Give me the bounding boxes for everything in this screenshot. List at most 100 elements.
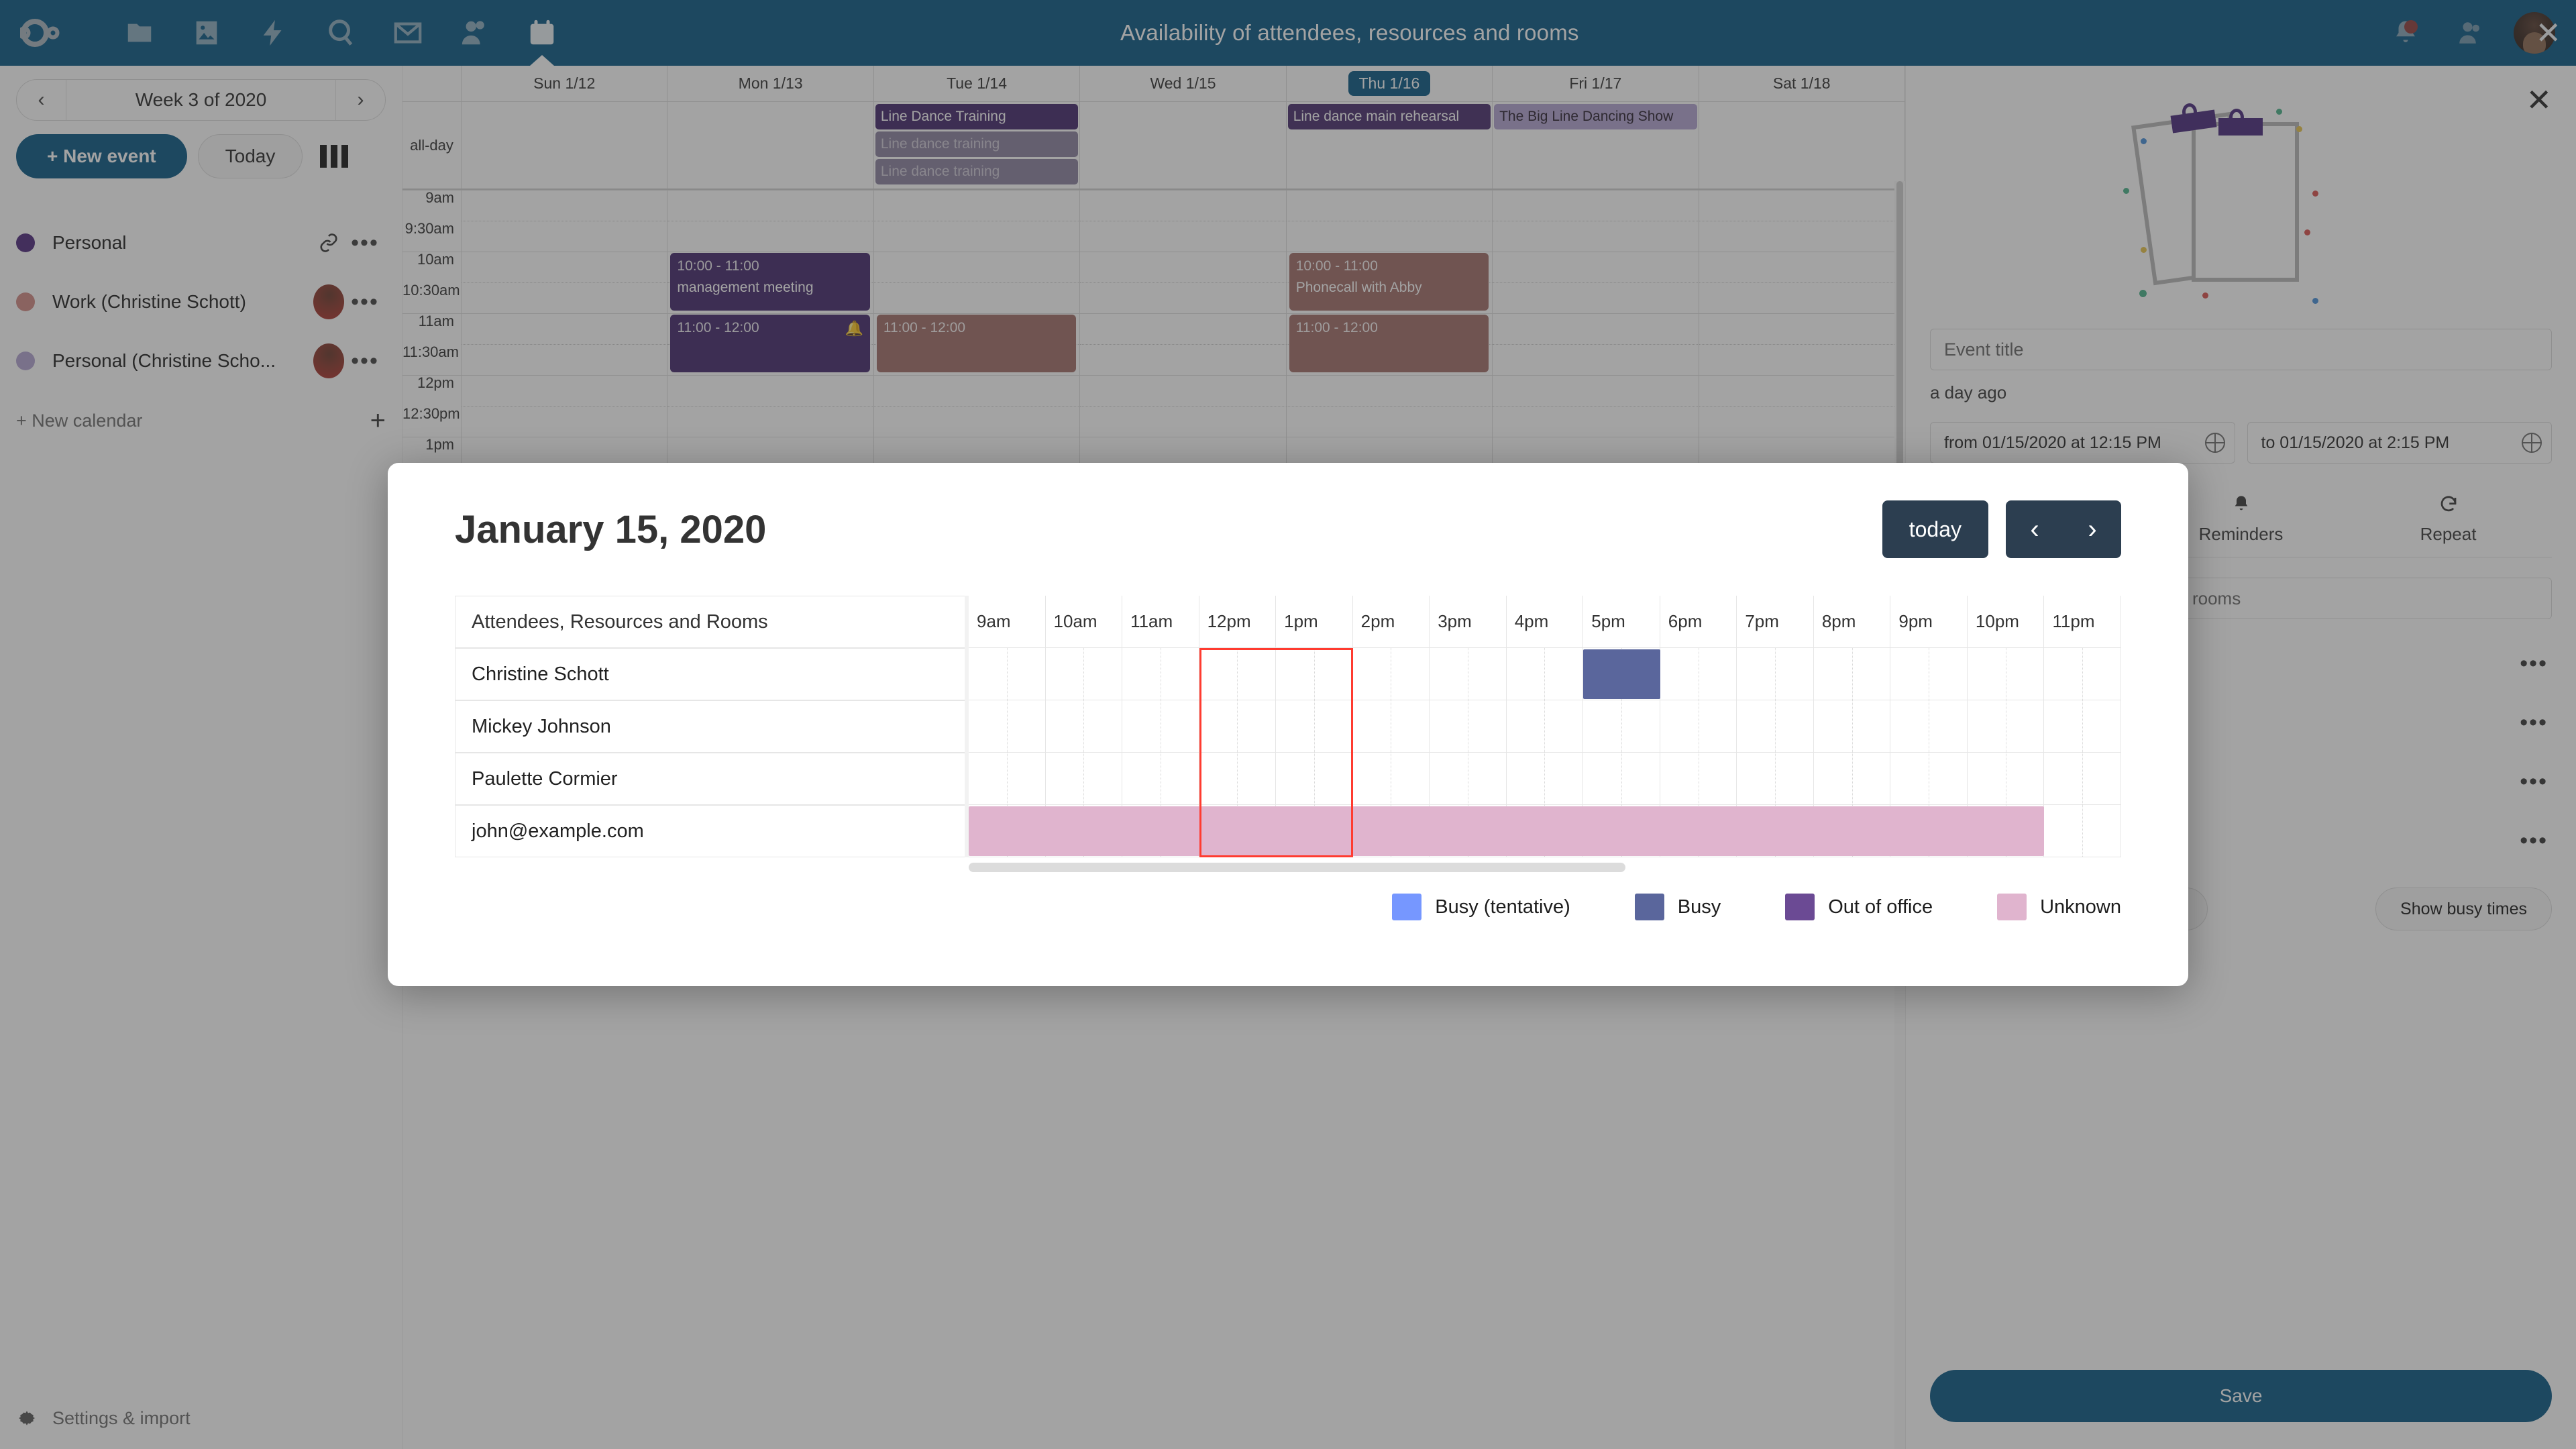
- freebusy-cell[interactable]: [1276, 648, 1353, 700]
- time-slot-cell[interactable]: [1493, 313, 1699, 344]
- time-slot-cell[interactable]: [462, 375, 668, 406]
- time-slot-cell[interactable]: [462, 221, 668, 252]
- calendar-item-personal[interactable]: Personal •••: [0, 213, 402, 272]
- view-columns-icon[interactable]: [320, 145, 349, 168]
- time-slot-cell[interactable]: [462, 190, 668, 221]
- freebusy-cell[interactable]: [1660, 700, 1737, 753]
- time-slot-cell[interactable]: [462, 282, 668, 313]
- calendar-menu-button[interactable]: •••: [351, 288, 379, 315]
- attendee-menu-button[interactable]: •••: [2520, 827, 2548, 853]
- freebusy-cell[interactable]: [1045, 648, 1123, 700]
- globe-icon[interactable]: [2204, 433, 2225, 453]
- all-day-col-mon[interactable]: [667, 102, 874, 189]
- calendar-item-personal-shared[interactable]: Personal (Christine Scho... •••: [0, 331, 402, 390]
- modal-prev-day-button[interactable]: ‹: [2030, 515, 2039, 544]
- freebusy-cell[interactable]: [1506, 648, 1584, 700]
- time-slot-cell[interactable]: [1493, 406, 1699, 437]
- today-button[interactable]: Today: [197, 134, 303, 178]
- time-slot-cell[interactable]: [1493, 282, 1699, 313]
- freebusy-cell[interactable]: [1737, 700, 1814, 753]
- contacts-menu-icon[interactable]: [2438, 0, 2502, 66]
- time-slot-cell[interactable]: [667, 252, 874, 282]
- all-day-col-sun[interactable]: [462, 102, 668, 189]
- time-slot-cell[interactable]: [667, 437, 874, 468]
- freebusy-cell[interactable]: [1430, 700, 1507, 753]
- all-day-col-tue[interactable]: Line Dance Training Line dance training …: [874, 102, 1081, 189]
- freebusy-cell[interactable]: [1430, 648, 1507, 700]
- time-slot-cell[interactable]: [1493, 252, 1699, 282]
- previous-week-button[interactable]: ‹: [17, 80, 66, 120]
- show-busy-times-button[interactable]: Show busy times: [2375, 888, 2552, 930]
- freebusy-cell[interactable]: [1890, 700, 1968, 753]
- time-slot-cell[interactable]: [462, 252, 668, 282]
- all-day-event[interactable]: The Big Line Dancing Show: [1494, 104, 1697, 129]
- freebusy-cell[interactable]: [1660, 753, 1737, 805]
- freebusy-cell[interactable]: [1813, 700, 1891, 753]
- freebusy-cell[interactable]: [1276, 700, 1353, 753]
- day-header-sun[interactable]: Sun 1/12: [462, 66, 668, 101]
- tab-repeat[interactable]: Repeat: [2345, 494, 2552, 557]
- time-slot-cell[interactable]: [1080, 252, 1287, 282]
- freebusy-cell[interactable]: [1352, 700, 1430, 753]
- time-slot-cell[interactable]: [1286, 437, 1493, 468]
- new-calendar-row[interactable]: + New calendar +: [0, 394, 402, 447]
- freebusy-cell[interactable]: [1352, 648, 1430, 700]
- freebusy-track[interactable]: [969, 648, 2121, 700]
- all-day-col-thu[interactable]: Line dance main rehearsal: [1287, 102, 1493, 189]
- time-slot-cell[interactable]: [873, 437, 1081, 468]
- freebusy-cell[interactable]: [1430, 753, 1507, 805]
- calendar-menu-button[interactable]: •••: [351, 229, 379, 256]
- freebusy-cell[interactable]: [1890, 648, 1968, 700]
- time-slot-cell[interactable]: [873, 221, 1081, 252]
- time-slot-cell[interactable]: [462, 437, 668, 468]
- event-start-date-input[interactable]: from 01/15/2020 at 12:15 PM: [1930, 422, 2235, 464]
- freebusy-cell[interactable]: [1199, 648, 1277, 700]
- freebusy-cell[interactable]: [969, 700, 1046, 753]
- time-slot-cell[interactable]: [1286, 221, 1493, 252]
- all-day-event[interactable]: Line Dance Training: [875, 104, 1079, 129]
- time-slot-cell[interactable]: [667, 190, 874, 221]
- time-slot-cell[interactable]: [1493, 375, 1699, 406]
- freebusy-cell[interactable]: [1660, 648, 1737, 700]
- all-day-col-fri[interactable]: The Big Line Dancing Show: [1493, 102, 1699, 189]
- day-header-mon[interactable]: Mon 1/13: [667, 66, 874, 101]
- freebusy-cell[interactable]: [1122, 700, 1199, 753]
- freebusy-cell[interactable]: [1813, 753, 1891, 805]
- next-week-button[interactable]: ›: [335, 80, 385, 120]
- notifications-bell-icon[interactable]: [2373, 0, 2438, 66]
- user-avatar[interactable]: ✕: [2502, 0, 2567, 66]
- time-slot-cell[interactable]: [1286, 190, 1493, 221]
- modal-today-button[interactable]: today: [1882, 500, 1988, 558]
- freebusy-cell[interactable]: [1890, 753, 1968, 805]
- attendee-menu-button[interactable]: •••: [2520, 709, 2548, 735]
- all-day-col-wed[interactable]: [1080, 102, 1287, 189]
- attendee-row[interactable]: •••: [1930, 693, 2552, 752]
- search-icon[interactable]: [307, 0, 374, 66]
- day-header-wed[interactable]: Wed 1/15: [1080, 66, 1287, 101]
- freebusy-cell[interactable]: [1352, 753, 1430, 805]
- time-slot-cell[interactable]: [462, 344, 668, 375]
- freebusy-cell[interactable]: [1122, 753, 1199, 805]
- contacts-icon[interactable]: [441, 0, 508, 66]
- new-event-button[interactable]: + New event: [16, 134, 187, 178]
- time-slot-cell[interactable]: [1080, 282, 1287, 313]
- files-icon[interactable]: [106, 0, 173, 66]
- freebusy-cell[interactable]: [2044, 805, 2121, 857]
- time-slot-cell[interactable]: [1080, 375, 1287, 406]
- time-slot-cell[interactable]: [1493, 344, 1699, 375]
- all-day-event[interactable]: Line dance training: [875, 131, 1079, 157]
- time-slot-cell[interactable]: [873, 252, 1081, 282]
- time-slot-cell[interactable]: [667, 375, 874, 406]
- day-header-tue[interactable]: Tue 1/14: [874, 66, 1081, 101]
- day-header-sat[interactable]: Sat 1/18: [1699, 66, 1905, 101]
- calendar-icon[interactable]: [508, 0, 576, 66]
- save-button[interactable]: Save: [1930, 1370, 2552, 1422]
- settings-import-link[interactable]: Settings & import: [0, 1407, 402, 1429]
- modal-horizontal-scrollbar[interactable]: [969, 863, 2121, 872]
- freebusy-cell[interactable]: [969, 648, 1046, 700]
- time-slot-cell[interactable]: [873, 313, 1081, 344]
- all-day-event[interactable]: Line dance training: [875, 159, 1079, 184]
- freebusy-cell[interactable]: [2044, 700, 2121, 753]
- time-slot-cell[interactable]: [1080, 313, 1287, 344]
- tab-reminders[interactable]: Reminders: [2137, 494, 2345, 557]
